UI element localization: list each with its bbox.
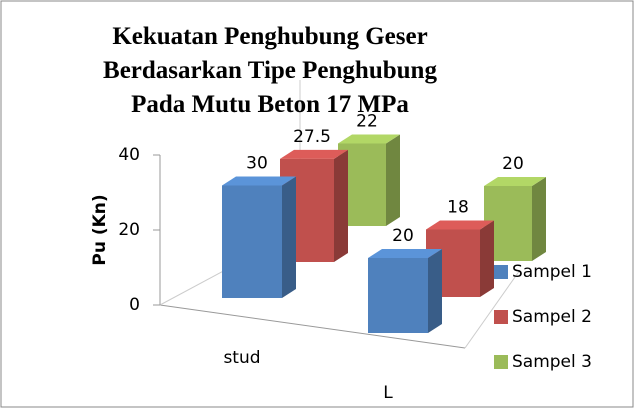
- legend-label: Sampel 3: [512, 352, 592, 372]
- x-tick-label: L: [383, 383, 393, 403]
- bar-side: [428, 249, 442, 333]
- x-tick-label: stud: [223, 348, 260, 368]
- value-label: 22: [356, 112, 378, 132]
- bar: [368, 258, 428, 333]
- bar-top: [484, 177, 546, 186]
- value-label: 20: [502, 154, 524, 174]
- y-axis-label: Pu (Kn): [90, 194, 110, 265]
- y-tick-label: 20: [118, 220, 140, 240]
- bar-side: [386, 134, 400, 226]
- value-label: 20: [392, 226, 414, 246]
- bar-side: [480, 220, 494, 297]
- value-label: 30: [246, 154, 268, 174]
- chart-title: Kekuatan Penghubung Geser Berdasarkan Ti…: [103, 23, 437, 118]
- bar-side: [532, 177, 546, 261]
- value-label: 18: [447, 198, 469, 218]
- y-tick-label: 0: [129, 295, 140, 315]
- bar-top: [222, 176, 296, 186]
- bar-side: [282, 176, 296, 298]
- y-tick-label: 40: [118, 145, 140, 165]
- bar-side: [334, 149, 348, 262]
- value-label: 27.5: [293, 127, 331, 147]
- legend-label: Sampel 2: [512, 307, 592, 327]
- bar-top: [426, 220, 494, 230]
- legend-label: Sampel 1: [512, 262, 592, 282]
- bar-top: [280, 149, 348, 159]
- floor-right: [464, 269, 521, 349]
- floor-front: [159, 304, 466, 349]
- legend-swatch: [494, 355, 508, 369]
- legend-swatch: [494, 265, 508, 279]
- legend-swatch: [494, 310, 508, 324]
- bar-top: [368, 249, 442, 258]
- bar: [222, 185, 282, 298]
- bar-top: [338, 134, 400, 144]
